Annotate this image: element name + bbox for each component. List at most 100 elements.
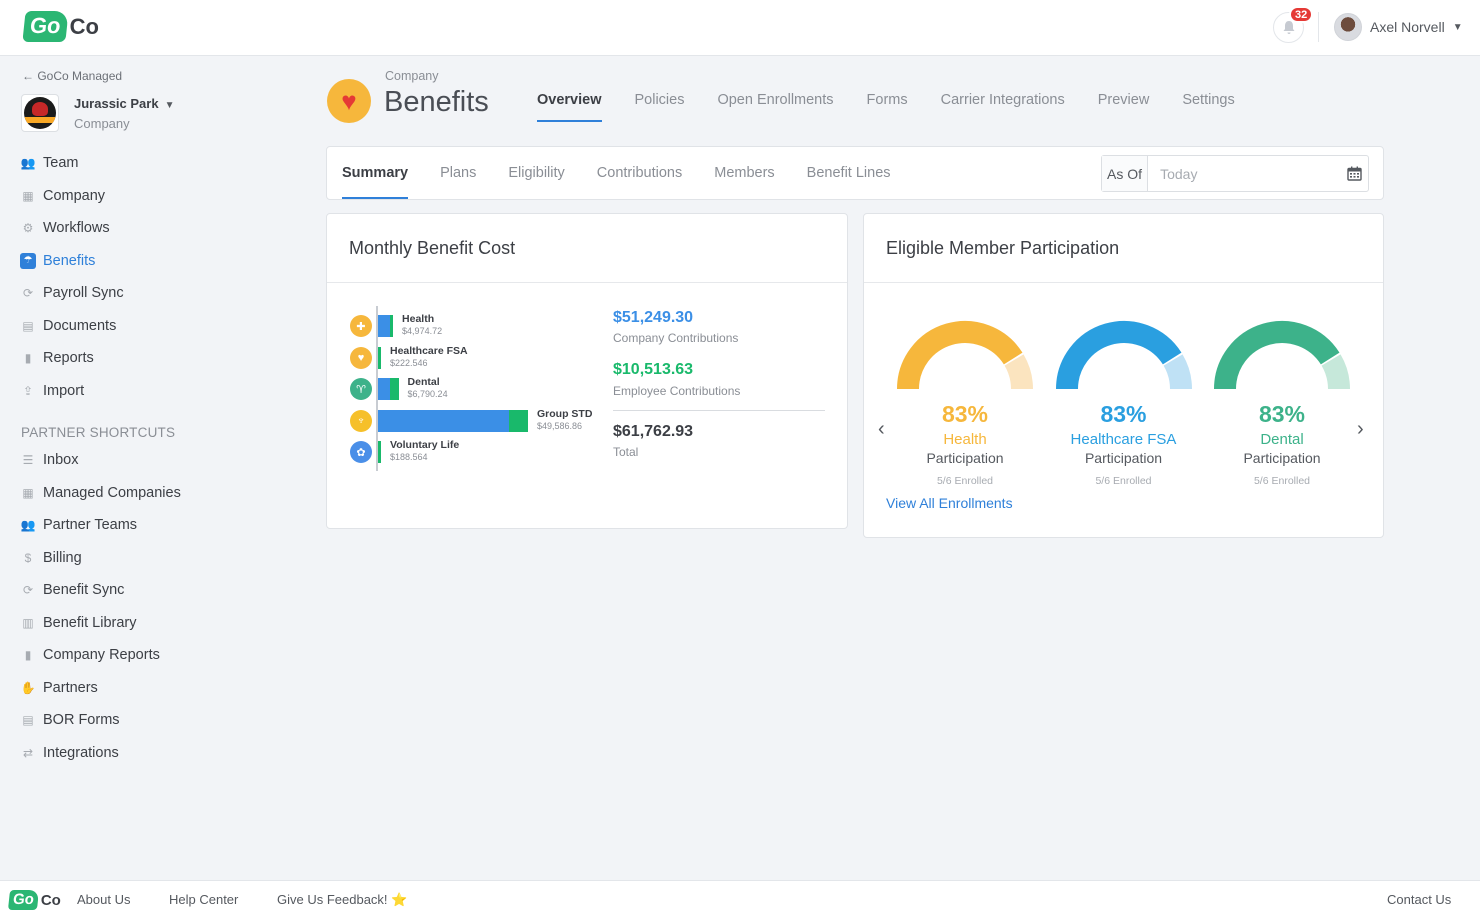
top-bar: Go Co 32 Axel Norvell ▼ bbox=[0, 0, 1480, 56]
sidebar-item-team[interactable]: 👥 Team bbox=[20, 147, 280, 180]
topbar-divider bbox=[1318, 12, 1319, 42]
sync-icon: ⟳ bbox=[22, 286, 34, 301]
footer-help-link[interactable]: Help Center bbox=[169, 892, 239, 907]
health-icon: ✚ bbox=[350, 315, 372, 337]
subtab-summary[interactable]: Summary bbox=[342, 147, 409, 199]
sidebar-item-bor-forms[interactable]: ▤ BOR Forms bbox=[20, 704, 280, 737]
gauge-filled-arc bbox=[1214, 321, 1340, 390]
subtab-benefit-lines[interactable]: Benefit Lines bbox=[806, 165, 891, 181]
company-switcher[interactable]: Jurassic Park ▼ Company bbox=[21, 94, 174, 132]
footer-goco-logo[interactable]: Go Co bbox=[7, 890, 61, 910]
user-menu[interactable]: Axel Norvell ▼ bbox=[1334, 12, 1463, 42]
gauge-percentage: 83% bbox=[1100, 401, 1147, 427]
logo-co-text: Co bbox=[69, 13, 99, 39]
bell-icon[interactable] bbox=[1273, 12, 1304, 43]
sync-icon: ⟳ bbox=[22, 583, 34, 598]
team-icon: 👥 bbox=[20, 518, 36, 533]
umbrella-icon: ☂ bbox=[20, 252, 36, 269]
sidebar-item-company-reports[interactable]: ▮ Company Reports bbox=[20, 639, 280, 672]
gauge-health[interactable]: 83% Health Participation 5/6 Enrolled bbox=[895, 319, 1035, 494]
sidebar-item-documents[interactable]: ▤ Documents bbox=[20, 310, 280, 343]
document-icon: ▤ bbox=[22, 318, 34, 333]
dollar-icon: $ bbox=[24, 550, 32, 565]
sidebar-item-partner-teams[interactable]: 👥 Partner Teams bbox=[20, 509, 280, 542]
tab-policies[interactable]: Policies bbox=[634, 92, 685, 108]
sidebar-item-label: Documents bbox=[43, 317, 117, 334]
sidebar-item-inbox[interactable]: ☰ Inbox bbox=[20, 444, 280, 477]
sidebar-item-label: Company bbox=[43, 187, 106, 204]
gauge-healthcare-fsa[interactable]: 83% Healthcare FSA Participation 5/6 Enroll… bbox=[1054, 319, 1194, 494]
footer-feedback-link[interactable]: Give Us Feedback! ⭐ bbox=[277, 892, 408, 907]
total-label: Total bbox=[613, 445, 639, 459]
sidebar-item-managed-companies[interactable]: ▦ Managed Companies bbox=[20, 477, 280, 510]
footer-contact-link[interactable]: Contact Us bbox=[1387, 892, 1452, 907]
subtab-bar: Summary Plans Eligibility Contributions Memb… bbox=[326, 146, 1384, 200]
gauge-remaining-arc bbox=[1004, 354, 1033, 390]
gauge-enrolled-count: 5/6 Enrolled bbox=[1253, 475, 1311, 487]
gauge-arc bbox=[897, 321, 1033, 390]
gauge-enrolled-count: 5/6 Enrolled bbox=[936, 475, 994, 487]
building-icon: ▦ bbox=[22, 485, 34, 500]
sidebar-item-billing[interactable]: $ Billing bbox=[20, 542, 280, 575]
subtab-members[interactable]: Members bbox=[714, 165, 775, 181]
subtab-contributions[interactable]: Contributions bbox=[596, 165, 683, 181]
sidebar-item-reports[interactable]: ▮ Reports bbox=[20, 342, 280, 375]
calendar-icon[interactable] bbox=[1341, 156, 1368, 191]
view-all-enrollments-link[interactable]: View All Enrollments bbox=[886, 495, 1013, 511]
sidebar-item-partners[interactable]: ✋ Partners bbox=[20, 672, 280, 705]
subtab-eligibility[interactable]: Eligibility bbox=[508, 165, 565, 181]
sidebar-item-label: Managed Companies bbox=[43, 484, 181, 501]
sidebar-item-import[interactable]: ⇪ Import bbox=[20, 375, 280, 408]
gauge-participation-label: Participation bbox=[926, 450, 1004, 466]
gauge-filled-arc bbox=[1055, 321, 1181, 390]
list-icon: ☰ bbox=[22, 453, 34, 468]
tab-preview[interactable]: Preview bbox=[1097, 92, 1150, 108]
tab-forms[interactable]: Forms bbox=[866, 92, 908, 108]
employee-bar bbox=[390, 315, 394, 337]
sidebar-item-workflows[interactable]: ⚙ Workflows bbox=[20, 212, 280, 245]
page-title: Benefits bbox=[384, 86, 489, 118]
tab-open-enrollments[interactable]: Open Enrollments bbox=[717, 92, 834, 108]
tab-carrier-integrations[interactable]: Carrier Integrations bbox=[940, 92, 1065, 108]
page-tabs: Overview Policies Open Enrollments Forms Car… bbox=[537, 92, 1268, 122]
goco-logo[interactable]: Go Co bbox=[22, 11, 99, 42]
back-link[interactable]: ← GoCo Managed bbox=[22, 69, 123, 83]
sidebar-item-label: Import bbox=[43, 382, 85, 399]
bar-amount: $4,974.72 bbox=[402, 326, 443, 336]
building-icon: ▦ bbox=[22, 188, 34, 203]
sidebar-item-label: Benefit Sync bbox=[43, 582, 125, 599]
sidebar-item-company[interactable]: ▦ Company bbox=[20, 180, 280, 213]
footer-about-link[interactable]: About Us bbox=[77, 892, 131, 907]
sidebar-item-label: Partners bbox=[43, 679, 98, 696]
chevron-right-icon[interactable]: › bbox=[1357, 418, 1364, 440]
sidebar-item-integrations[interactable]: ⇄ Integrations bbox=[20, 737, 280, 770]
gauge-filled-arc bbox=[897, 321, 1023, 390]
bar-label: Dental bbox=[407, 376, 440, 388]
as-of-input[interactable] bbox=[1148, 156, 1342, 191]
partner-nav: ☰ Inbox ▦ Managed Companies 👥 Partner Teams $ B… bbox=[20, 444, 280, 769]
bar-label: Group STD bbox=[537, 407, 593, 420]
subtab-plans[interactable]: Plans bbox=[440, 165, 477, 181]
sidebar-item-label: Integrations bbox=[43, 744, 119, 761]
sidebar: ← GoCo Managed Jurassic Park ▼ Company 👥 T… bbox=[0, 57, 300, 879]
tab-settings[interactable]: Settings bbox=[1182, 92, 1235, 108]
sidebar-item-benefits[interactable]: ☂ Benefits bbox=[20, 245, 280, 278]
sidebar-item-benefit-sync[interactable]: ⟳ Benefit Sync bbox=[20, 574, 280, 607]
notification-badge[interactable]: 32 bbox=[1289, 6, 1314, 23]
workflow-icon: ⚙ bbox=[22, 221, 34, 236]
gauge-benefit-name: Health bbox=[943, 431, 987, 448]
company-name[interactable]: Jurassic Park ▼ bbox=[74, 96, 175, 111]
gauge-remaining-arc bbox=[1162, 354, 1192, 390]
gauge-dental[interactable]: 83% Dental Participation 5/6 Enrolled bbox=[1212, 319, 1352, 494]
bar-chart-icon: ▮ bbox=[24, 648, 32, 663]
company-logo bbox=[21, 94, 59, 132]
gauge-participation-label: Participation bbox=[1084, 450, 1163, 466]
sidebar-item-payroll-sync[interactable]: ⟳ Payroll Sync bbox=[20, 277, 280, 310]
tab-overview[interactable]: Overview bbox=[537, 92, 602, 122]
chevron-left-icon[interactable]: ‹ bbox=[878, 418, 885, 440]
employee-bar bbox=[378, 346, 381, 369]
sidebar-item-label: Company Reports bbox=[43, 647, 160, 664]
handshake-icon: ✋ bbox=[20, 680, 36, 695]
bar-amount: $222.546 bbox=[390, 357, 428, 368]
sidebar-item-benefit-library[interactable]: ▥ Benefit Library bbox=[20, 607, 280, 640]
